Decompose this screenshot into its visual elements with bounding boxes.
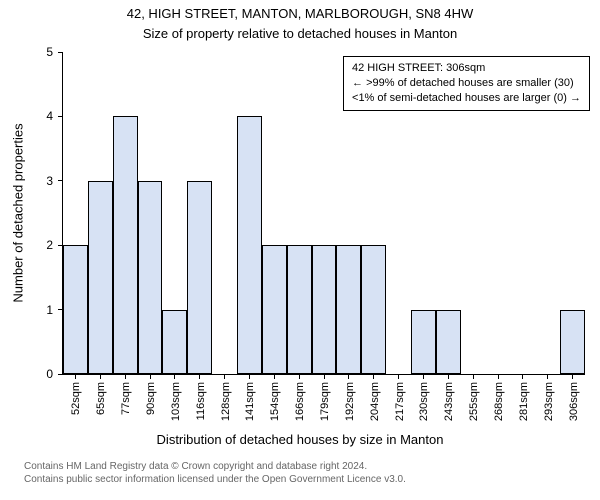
title-sub: Size of property relative to detached ho… bbox=[0, 26, 600, 41]
bar bbox=[560, 310, 585, 374]
legend-box: 42 HIGH STREET: 306sqm ← >99% of detache… bbox=[343, 56, 590, 111]
x-tick-label: 306sqm bbox=[566, 374, 580, 421]
legend-line-1: 42 HIGH STREET: 306sqm bbox=[352, 61, 581, 76]
y-tick-label: 2 bbox=[46, 238, 63, 252]
x-tick-label: 255sqm bbox=[466, 374, 480, 421]
bar bbox=[63, 245, 88, 374]
legend-line-2: ← >99% of detached houses are smaller (3… bbox=[352, 76, 581, 91]
bar bbox=[287, 245, 312, 374]
x-tick-label: 52sqm bbox=[68, 374, 82, 415]
x-tick-label: 230sqm bbox=[416, 374, 430, 421]
footer-attribution: Contains HM Land Registry data © Crown c… bbox=[24, 460, 406, 486]
x-tick-label: 268sqm bbox=[491, 374, 505, 421]
x-tick-label: 90sqm bbox=[143, 374, 157, 415]
x-tick-label: 116sqm bbox=[193, 374, 207, 420]
bar bbox=[162, 310, 187, 374]
y-tick-label: 4 bbox=[46, 109, 63, 123]
x-tick-label: 179sqm bbox=[317, 374, 331, 421]
x-tick-label: 217sqm bbox=[392, 374, 406, 421]
bar bbox=[237, 116, 262, 374]
y-tick-label: 3 bbox=[46, 174, 63, 188]
y-tick-label: 5 bbox=[46, 45, 63, 59]
x-tick-label: 293sqm bbox=[541, 374, 555, 421]
y-tick-label: 0 bbox=[46, 367, 63, 381]
legend-line-3: <1% of semi-detached houses are larger (… bbox=[352, 91, 581, 106]
bar bbox=[262, 245, 287, 374]
bar bbox=[187, 181, 212, 374]
x-tick-label: 154sqm bbox=[267, 374, 281, 421]
bar bbox=[361, 245, 386, 374]
x-tick-label: 166sqm bbox=[292, 374, 306, 421]
x-tick-label: 192sqm bbox=[342, 374, 356, 421]
footer-line-1: Contains HM Land Registry data © Crown c… bbox=[24, 460, 406, 473]
x-tick-label: 65sqm bbox=[93, 374, 107, 415]
x-tick-label: 128sqm bbox=[218, 374, 232, 421]
bar bbox=[411, 310, 436, 374]
y-tick-label: 1 bbox=[46, 303, 63, 317]
y-axis-label: Number of detached properties bbox=[11, 123, 26, 302]
bar bbox=[113, 116, 138, 374]
bar bbox=[138, 181, 163, 374]
bar bbox=[336, 245, 361, 374]
bar bbox=[312, 245, 337, 374]
title-main: 42, HIGH STREET, MANTON, MARLBOROUGH, SN… bbox=[0, 6, 600, 21]
x-tick-label: 243sqm bbox=[441, 374, 455, 421]
x-axis-label: Distribution of detached houses by size … bbox=[0, 432, 600, 447]
footer-line-2: Contains public sector information licen… bbox=[24, 473, 406, 486]
figure: 42, HIGH STREET, MANTON, MARLBOROUGH, SN… bbox=[0, 0, 600, 500]
bar bbox=[88, 181, 113, 374]
x-tick-label: 204sqm bbox=[367, 374, 381, 421]
x-tick-label: 103sqm bbox=[168, 374, 182, 421]
x-tick-label: 141sqm bbox=[242, 374, 256, 421]
x-tick-label: 77sqm bbox=[118, 374, 132, 415]
x-tick-label: 281sqm bbox=[516, 374, 530, 421]
bar bbox=[436, 310, 461, 374]
